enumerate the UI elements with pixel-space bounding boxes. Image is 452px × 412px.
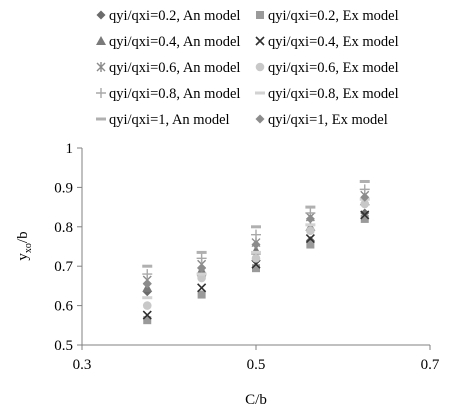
legend-item-3: qyi/qxi=0.4, Ex model [255,34,399,50]
legend-label-6: qyi/qxi=0.8, An model [109,86,240,102]
x-tick-label: 0.7 [421,357,440,373]
legend-marker-9 [255,114,265,124]
data-point-s7-p3 [305,223,316,227]
legend-label-3: qyi/qxi=0.4, Ex model [268,34,399,50]
legend-marker-0 [96,10,106,20]
legend-item-6: qyi/qxi=0.8, An model [96,86,240,102]
y-axis-label-sub: xo [23,243,34,253]
data-point-s9-p2 [251,240,261,250]
data-point-s7-p0 [142,296,153,300]
data-point-s7-p1 [196,272,207,276]
data-point-s9-p0 [142,279,152,289]
legend-marker-1 [256,11,264,19]
data-point-s9-p4 [360,192,370,202]
legend-marker-4 [96,62,106,72]
data-points [142,179,370,325]
data-point-s8-p1 [196,250,207,254]
legend-marker-7 [255,91,265,95]
y-tick-label: 0.5 [54,338,73,354]
data-point-s1-p4 [360,214,369,223]
data-point-s7-p2 [251,250,261,254]
y-tick-label: 1 [66,141,74,157]
legend-item-1: qyi/qxi=0.2, Ex model [256,8,399,24]
legend-label-4: qyi/qxi=0.6, An model [109,60,240,76]
legend-marker-2 [96,36,106,45]
x-axis-label: C/b [245,392,267,408]
legend-label-8: qyi/qxi=1, An model [109,112,230,128]
legend-label-0: qyi/qxi=0.2, An model [109,8,240,24]
x-ticks: 0.3 0.5 0.7 [73,345,440,373]
data-point-s1-p1 [197,290,206,299]
data-point-s9-p1 [197,263,207,273]
data-point-s1-p0 [143,316,152,325]
x-tick-label: 0.5 [247,357,266,373]
data-point-s9-p3 [305,214,315,224]
legend-item-0: qyi/qxi=0.2, An model [96,8,240,24]
legend-item-2: qyi/qxi=0.4, An model [96,34,240,50]
legend-item-4: qyi/qxi=0.6, An model [96,60,240,76]
legend-marker-3 [255,36,265,46]
data-point-s3-p3 [305,234,315,244]
y-axis-label-main: y [15,253,31,261]
x-tick-label: 0.3 [73,357,92,373]
y-ticks: 0.5 0.6 0.7 0.8 0.9 1 [54,141,82,354]
legend-marker-8 [96,117,106,121]
legend-item-5: qyi/qxi=0.6, Ex model [255,60,399,76]
data-point-s6-p0 [142,269,153,280]
legend-marker-6 [96,88,106,98]
y-tick-label: 0.9 [54,180,73,196]
data-point-s5-p0 [142,301,152,310]
data-point-s8-p0 [142,264,153,268]
data-point-s8-p3 [305,205,316,209]
data-point-s3-p4 [360,210,370,220]
data-point-s6-p4 [359,184,370,195]
y-tick-label: 0.8 [54,220,73,236]
data-point-s1-p3 [306,240,315,249]
data-point-s6-p1 [196,253,207,264]
data-point-s8-p4 [359,179,370,183]
legend-label-9: qyi/qxi=1, Ex model [268,112,388,128]
legend-label-1: qyi/qxi=0.2, Ex model [268,8,399,24]
data-point-s5-p4 [360,199,370,209]
legend-marker-5 [255,62,265,72]
data-point-s3-p0 [142,310,152,320]
legend-label-2: qyi/qxi=0.4, An model [109,34,240,50]
y-axis-label-tail: /b [15,231,31,243]
legend-label-5: qyi/qxi=0.6, Ex model [268,60,399,76]
y-tick-label: 0.7 [54,259,73,275]
legend-label-7: qyi/qxi=0.8, Ex model [268,86,399,102]
legend: qyi/qxi=0.2, An model qyi/qxi=0.2, Ex mod… [96,8,399,128]
data-point-s5-p3 [306,226,315,236]
data-point-s1-p2 [252,264,260,273]
legend-item-8: qyi/qxi=1, An model [96,112,230,128]
data-point-s5-p1 [197,273,206,283]
data-point-s8-p2 [251,225,261,229]
legend-item-9: qyi/qxi=1, Ex model [255,112,388,128]
plot-area: 0.50.60.70.80.91 0.3 0.5 0.7 [54,141,440,373]
y-tick-label: 0.6 [54,299,73,315]
data-point-s5-p2 [251,254,261,263]
data-point-s6-p2 [251,229,261,240]
legend-item-7: qyi/qxi=0.8, Ex model [255,86,399,102]
y-axis-label: yxo/b [15,231,34,260]
data-point-s3-p1 [197,283,207,293]
